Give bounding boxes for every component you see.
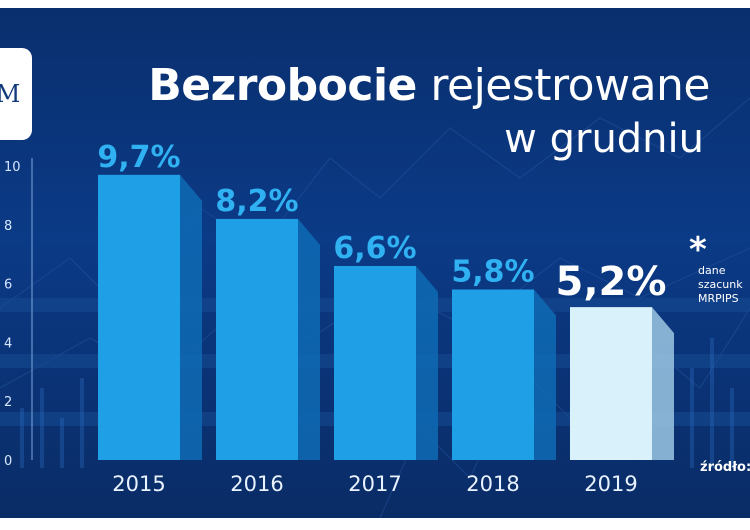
value-label-2018: 5,8% <box>451 254 534 289</box>
chart-title-line2: w grudniu <box>504 116 704 162</box>
y-tick-label: 8 <box>4 219 12 234</box>
bar-side-2018 <box>534 289 556 460</box>
x-tick-label: 2015 <box>112 472 165 496</box>
y-tick-label: 2 <box>4 395 12 410</box>
logo: M <box>0 48 32 140</box>
bar-side-2019 <box>652 307 674 460</box>
bar-2018 <box>452 289 534 460</box>
x-tick-label: 2016 <box>230 472 283 496</box>
bar-2016 <box>216 218 298 460</box>
bar-2017 <box>334 265 416 460</box>
chart-title-rest: rejestrowane <box>430 60 710 111</box>
bar-2015 <box>98 174 180 460</box>
x-tick-label: 2018 <box>466 472 519 496</box>
y-tick-label: 0 <box>4 454 12 469</box>
value-label-2019: 5,2% <box>556 259 667 305</box>
chart-title: Bezrobocie rejestrowane <box>148 60 710 111</box>
value-label-2017: 6,6% <box>333 231 416 266</box>
footnote-asterisk: * <box>689 230 707 270</box>
chart-title-bold: Bezrobocie <box>148 60 417 111</box>
logo-text: M <box>0 80 21 108</box>
bar-side-2017 <box>416 265 438 460</box>
y-tick-label: 10 <box>4 160 21 175</box>
value-label-2015: 9,7% <box>97 140 180 175</box>
x-tick-label: 2019 <box>584 472 637 496</box>
bar-2019 <box>570 307 652 460</box>
footnote-text: dane szacunk MRPIPS <box>698 264 743 305</box>
x-tick-label: 2017 <box>348 472 401 496</box>
chart-frame: M Bezrobocie rejestrowane w grudniu 0 2 4 6… <box>0 8 750 518</box>
bar-side-2015 <box>180 174 202 460</box>
bar-chart: 0 2 4 6 8 10 9,7% 2015 8,2% 2016 6,6% 2017 5,8% 2018 5… <box>4 140 674 496</box>
value-label-2016: 8,2% <box>215 184 298 219</box>
y-tick-label: 4 <box>4 336 12 351</box>
y-tick-label: 6 <box>4 278 12 293</box>
bar-side-2016 <box>298 218 320 460</box>
source-label: źródło: <box>700 460 750 475</box>
